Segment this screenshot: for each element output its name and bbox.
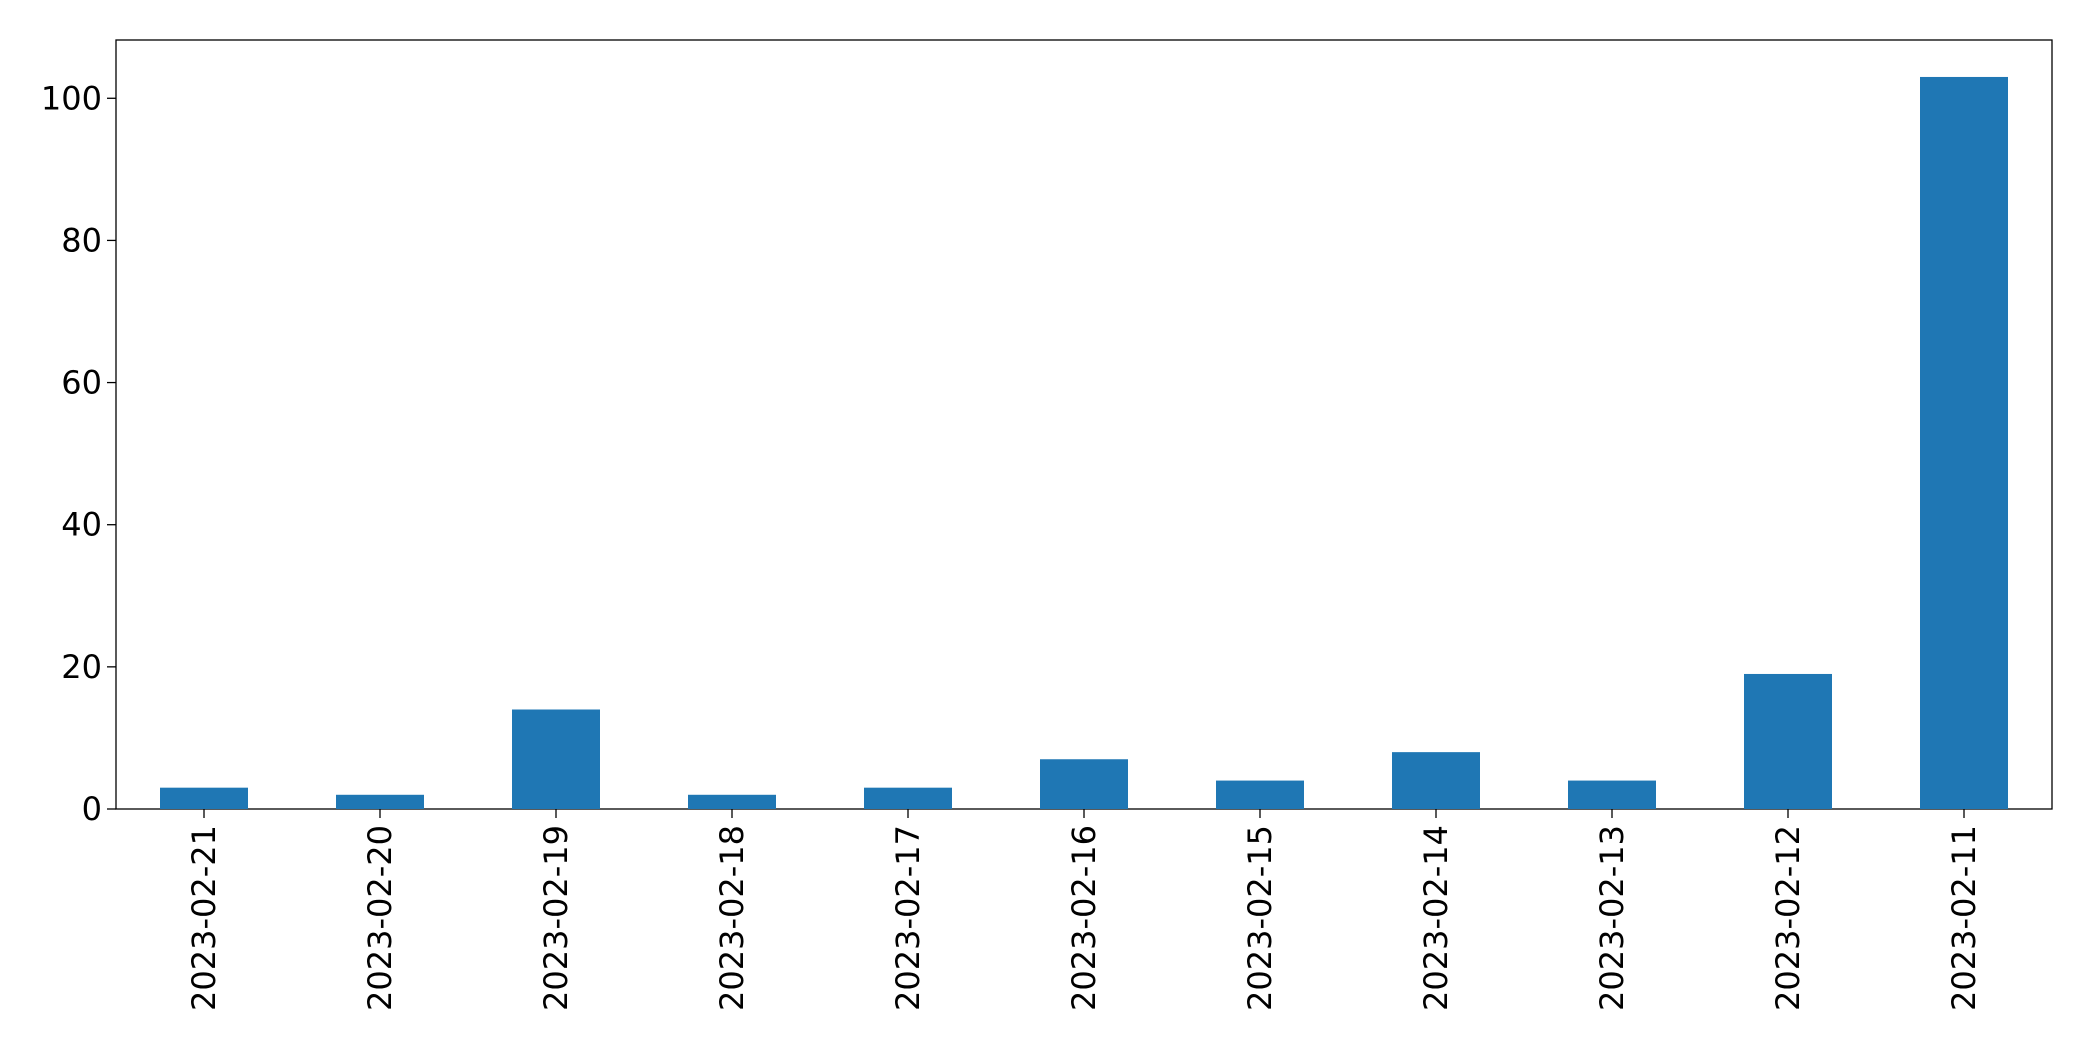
- bar: [864, 787, 952, 809]
- x-tick-label: 2023-02-12: [1769, 825, 1807, 1011]
- x-tick-label: 2023-02-15: [1241, 825, 1279, 1011]
- y-tick-label: 40: [61, 506, 102, 544]
- bar: [512, 709, 600, 809]
- bar: [1216, 780, 1304, 809]
- bar: [160, 787, 248, 809]
- y-tick-label: 0: [82, 790, 102, 828]
- bar: [1568, 780, 1656, 809]
- x-tick-label: 2023-02-21: [185, 825, 223, 1011]
- y-tick-label: 20: [61, 648, 102, 686]
- x-tick-label: 2023-02-18: [713, 825, 751, 1011]
- bar: [336, 794, 424, 809]
- x-tick-label: 2023-02-13: [1593, 825, 1631, 1011]
- y-tick-label: 80: [61, 221, 102, 259]
- x-tick-label: 2023-02-16: [1065, 825, 1103, 1011]
- x-tick-label: 2023-02-19: [537, 825, 575, 1011]
- bar: [1392, 752, 1480, 809]
- bar: [688, 794, 776, 809]
- bar: [1920, 76, 2008, 809]
- x-tick-label: 2023-02-17: [889, 825, 927, 1011]
- bar: [1744, 673, 1832, 809]
- x-tick-label: 2023-02-14: [1417, 825, 1455, 1011]
- x-tick-label: 2023-02-20: [361, 825, 399, 1011]
- bar: [1040, 759, 1128, 809]
- y-tick-label: 60: [61, 364, 102, 402]
- y-tick-label: 100: [41, 79, 102, 117]
- x-tick-label: 2023-02-11: [1945, 825, 1983, 1011]
